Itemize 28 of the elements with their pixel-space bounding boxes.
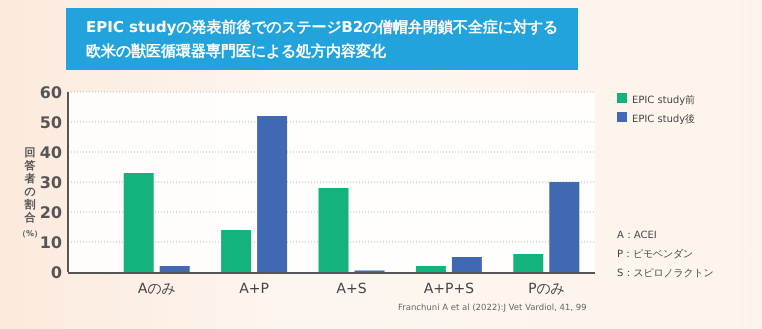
x-tick-label: Pのみ xyxy=(528,281,565,297)
y-tick-label: 30 xyxy=(40,173,62,192)
x-tick-label: A+P+S xyxy=(424,281,474,297)
bar xyxy=(416,266,446,272)
y-tick-label: 20 xyxy=(40,203,62,222)
bar xyxy=(549,182,580,272)
bar xyxy=(452,257,482,272)
x-tick-label: A+P xyxy=(239,281,269,297)
y-tick-label: 40 xyxy=(40,143,62,162)
y-tick-label: 50 xyxy=(40,113,62,132)
bar xyxy=(124,173,154,272)
y-tick-label: 0 xyxy=(50,263,62,282)
x-tick-label: A+S xyxy=(336,281,367,297)
bar xyxy=(318,188,348,272)
bar xyxy=(257,116,288,272)
bar xyxy=(160,266,190,272)
bar xyxy=(513,254,544,272)
text: A：ACEI xyxy=(617,230,657,241)
x-tick-label: Aのみ xyxy=(138,281,176,297)
text: S：スピロノラクトン xyxy=(617,268,714,279)
y-tick-label: 10 xyxy=(40,233,62,252)
text: P：ピモベンダン xyxy=(617,248,694,260)
y-tick-label: 60 xyxy=(40,83,62,102)
bar xyxy=(221,230,252,272)
text: Franchuni A et al (2022):J Vet Vardiol, 41, 99 xyxy=(398,303,587,313)
legend-label: EPIC study前 xyxy=(632,94,696,106)
chart-title: EPIC studyの発表前後でのステージB2の僧帽弁閉鎖不全症に対する欧米の獣医循環器専門医による処方内容変化 xyxy=(86,18,558,60)
legend-label: EPIC study後 xyxy=(632,113,696,125)
